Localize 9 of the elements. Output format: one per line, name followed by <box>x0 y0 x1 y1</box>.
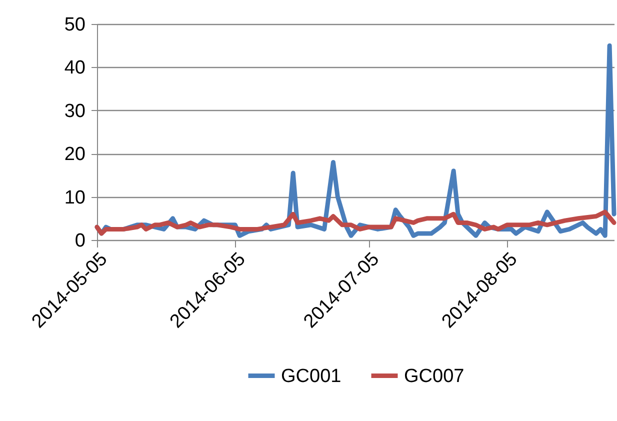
y-tick-label: 50 <box>64 14 86 36</box>
y-tick-label: 20 <box>64 144 86 166</box>
legend-label: GC001 <box>281 366 342 387</box>
y-tick-label: 10 <box>64 187 86 208</box>
y-tick-label: 0 <box>74 230 86 252</box>
y-tick-label: 30 <box>64 100 86 122</box>
line-series <box>94 210 616 236</box>
y-tick-label: 40 <box>64 58 86 79</box>
legend-label: GC007 <box>404 366 464 387</box>
